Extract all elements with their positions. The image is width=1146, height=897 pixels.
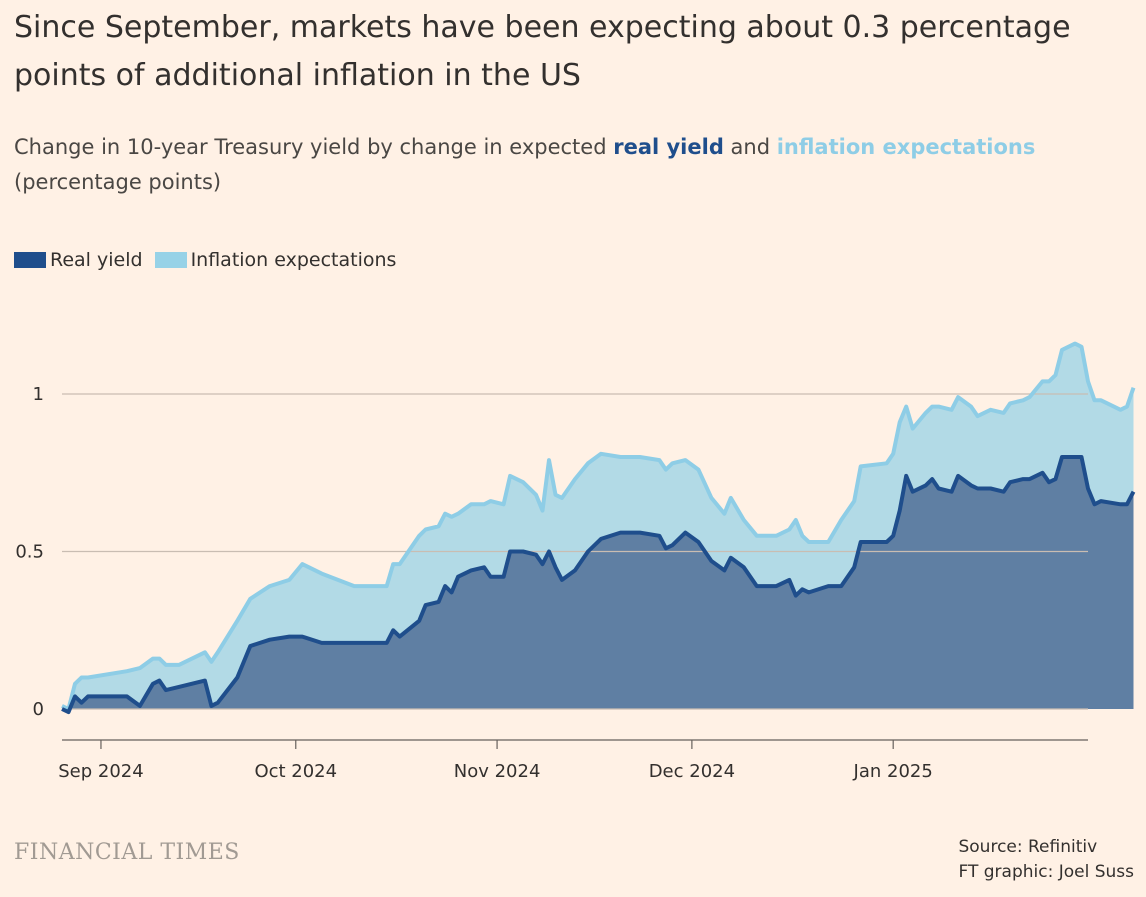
- chart-subtitle: Change in 10-year Treasury yield by chan…: [14, 130, 1114, 200]
- legend-label-real-yield: Real yield: [50, 249, 143, 271]
- x-tick-label-0: Sep 2024: [58, 761, 143, 782]
- subtitle-inflation-expectations: inflation expectations: [776, 135, 1036, 159]
- legend-swatch-inflation-expectations: [154, 252, 187, 268]
- chart-plot: 0 0.5 1 Sep 2024 Oct 2024 Nov 2024 Dec 2024 Jan…: [15, 341, 1136, 782]
- subtitle-real-yield: real yield: [613, 135, 724, 159]
- x-tick-label-2: Nov 2024: [454, 761, 541, 782]
- legend-item-real-yield: Real yield: [14, 249, 143, 271]
- chart-title: Since September, markets have been expec…: [14, 10, 1071, 93]
- y-tick-label-0-5: 0.5: [15, 542, 44, 563]
- subtitle-units: (percentage points): [14, 170, 222, 194]
- chart-legend: Real yield Inflation expectations: [14, 247, 408, 273]
- legend-label-inflation-expectations: Inflation expectations: [190, 249, 397, 271]
- x-tick-label-4: Jan 2025: [853, 761, 933, 782]
- source-text: Source: Refinitiv: [958, 837, 1098, 857]
- legend-item-inflation-expectations: Inflation expectations: [154, 249, 397, 271]
- subtitle-prefix: Change in 10-year Treasury yield by chan…: [14, 135, 614, 159]
- x-tick-label-1: Oct 2024: [254, 761, 337, 782]
- y-tick-label-0: 0: [33, 699, 44, 720]
- subtitle-and: and: [723, 135, 777, 159]
- source-note: Source: Refinitiv FT graphic: Joel Suss: [958, 835, 1134, 885]
- legend-swatch-real-yield: [14, 252, 46, 268]
- real-yield-area: [62, 457, 1134, 713]
- inflation-expectations-line: [61, 341, 1136, 711]
- real-yield-line: [61, 455, 1136, 715]
- x-tick-label-3: Dec 2024: [649, 761, 735, 782]
- credit-text: FT graphic: Joel Suss: [958, 862, 1134, 882]
- ft-logo: FINANCIAL TIMES: [14, 840, 240, 865]
- y-tick-label-1: 1: [33, 384, 44, 405]
